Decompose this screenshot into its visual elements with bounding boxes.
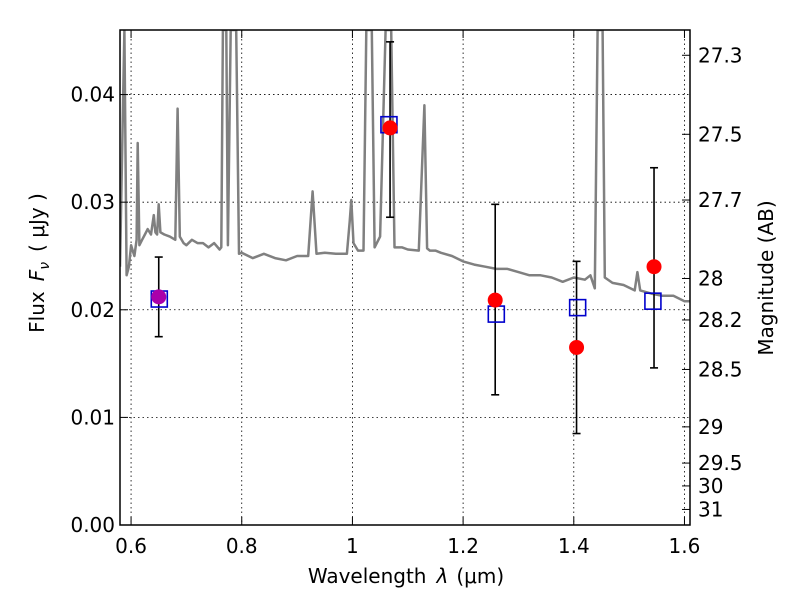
mag-tick-label: 27.3 xyxy=(698,43,743,67)
mag-tick-label: 28.2 xyxy=(698,308,743,332)
mag-tick-label: 27.7 xyxy=(698,188,743,212)
x-tick-label: 1.2 xyxy=(447,534,479,558)
y-tick-label: 0.01 xyxy=(70,405,115,429)
y-axis-ticks: 0.00 0.01 0.02 0.03 0.04 xyxy=(70,83,128,537)
y-label-symbol: F xyxy=(25,269,49,281)
mag-tick-label: 29.5 xyxy=(698,451,743,475)
model-point xyxy=(487,305,506,323)
spectrum-line xyxy=(120,30,690,303)
x-label-unit: (μm) xyxy=(456,564,504,588)
mag-axis-label: Magnitude (AB) xyxy=(754,200,778,355)
y-label-sub: ν xyxy=(37,262,53,270)
observed-point xyxy=(487,292,503,308)
mag-tick-label: 28.5 xyxy=(698,357,743,381)
observed-point xyxy=(646,259,662,275)
observed-point xyxy=(151,289,167,305)
model-point xyxy=(568,298,587,317)
x-axis-ticks: 0.6 0.8 1 1.2 1.4 1.6 xyxy=(115,30,700,558)
x-tick-label: 1 xyxy=(346,534,359,558)
mag-tick-label: 31 xyxy=(698,497,723,521)
x-tick-label: 1.6 xyxy=(669,534,701,558)
mag-tick-label: 27.5 xyxy=(698,122,743,146)
y-tick-label: 0.04 xyxy=(70,83,115,107)
model-point xyxy=(644,292,662,310)
observed-series xyxy=(151,120,662,355)
observed-point xyxy=(382,120,398,136)
x-label-text: Wavelength xyxy=(308,564,427,588)
x-tick-label: 0.8 xyxy=(226,534,258,558)
mag-tick-label: 30 xyxy=(698,474,723,498)
y-axis-label: Flux Fν ( μJy ) xyxy=(25,193,53,333)
x-tick-label: 1.4 xyxy=(558,534,590,558)
x-label-symbol: λ xyxy=(436,564,449,588)
mag-tick-label: 28 xyxy=(698,266,723,290)
y-tick-label: 0.02 xyxy=(70,298,115,322)
plot-frame xyxy=(119,29,691,526)
y-label-text: Flux xyxy=(25,291,49,333)
mag-tick-label: 29 xyxy=(698,415,723,439)
x-tick-label: 0.6 xyxy=(115,534,147,558)
x-axis-label: Wavelength λ (μm) xyxy=(308,564,504,588)
observed-point xyxy=(569,339,585,355)
spectrum-series xyxy=(120,30,690,303)
y-tick-label: 0.03 xyxy=(70,190,115,214)
y-tick-label: 0.00 xyxy=(70,513,115,537)
y-label-unit: ( μJy ) xyxy=(25,193,49,252)
